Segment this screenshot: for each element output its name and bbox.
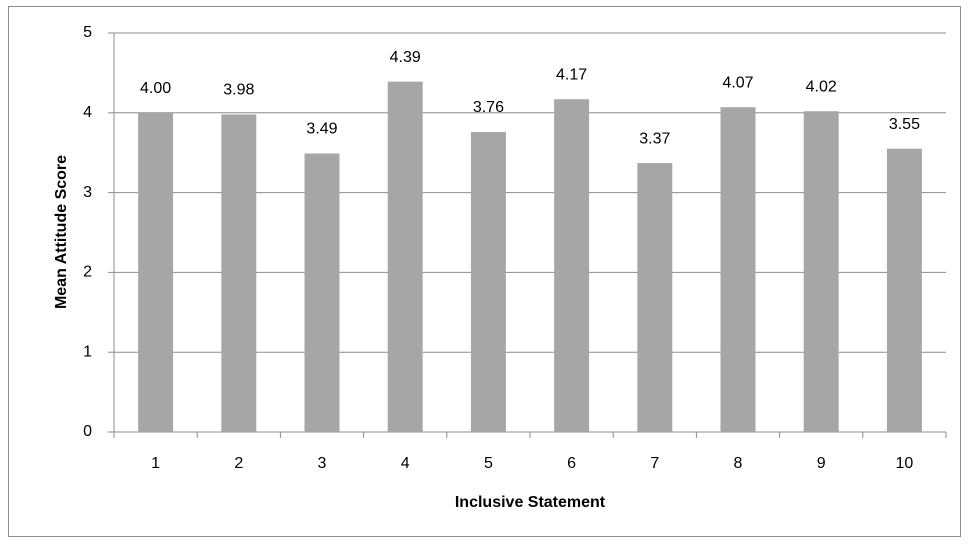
bar	[554, 99, 590, 432]
x-tick-label: 3	[318, 455, 327, 472]
y-axis-label: Mean Attitude Score	[53, 155, 70, 309]
data-label: 4.17	[556, 66, 587, 83]
y-tick-label: 3	[83, 184, 92, 201]
x-tick-label: 6	[567, 455, 576, 472]
data-label: 3.37	[639, 130, 670, 147]
y-tick-label: 1	[83, 343, 92, 360]
y-tick-label: 5	[83, 24, 92, 41]
x-tick-label: 10	[896, 455, 914, 472]
bar	[138, 112, 174, 433]
x-tick-label: 2	[234, 455, 243, 472]
x-tick-label: 9	[817, 455, 826, 472]
bar	[886, 148, 922, 432]
data-label: 4.07	[722, 74, 753, 91]
bar	[221, 114, 257, 432]
bar	[387, 81, 423, 432]
x-tick-label: 8	[734, 455, 743, 472]
data-label: 3.49	[306, 121, 337, 138]
bar	[803, 111, 839, 432]
y-tick-label: 2	[83, 264, 92, 281]
data-label: 4.02	[806, 78, 837, 95]
x-axis-label: Inclusive Statement	[455, 494, 606, 511]
bar	[637, 163, 673, 432]
x-tick-label: 5	[484, 455, 493, 472]
x-tick-label: 1	[151, 455, 160, 472]
x-tick-label: 7	[650, 455, 659, 472]
data-label: 4.00	[140, 80, 171, 97]
data-label: 4.39	[390, 49, 421, 66]
bar	[720, 107, 756, 433]
data-label: 3.55	[889, 116, 920, 133]
data-label: 3.76	[473, 99, 504, 116]
data-label: 3.98	[223, 82, 254, 99]
x-tick-label: 4	[401, 455, 410, 472]
bar	[304, 153, 340, 433]
y-tick-label: 0	[83, 423, 92, 440]
bar	[470, 131, 506, 432]
y-tick-label: 4	[83, 104, 92, 121]
